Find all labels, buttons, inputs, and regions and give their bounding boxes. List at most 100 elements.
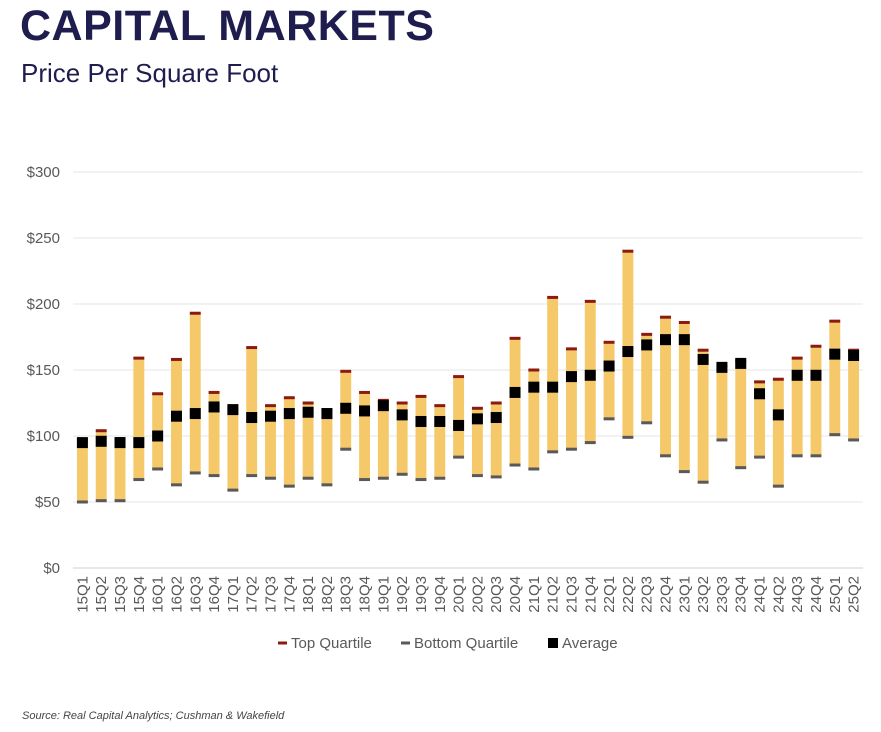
quartile-bar <box>810 346 822 456</box>
x-tick-label: 22Q4 <box>658 576 675 613</box>
top-quartile-marker <box>208 390 220 394</box>
x-tick-label: 15Q4 <box>131 576 148 613</box>
legend-average-swatch <box>548 638 558 648</box>
top-quartile-marker <box>565 347 577 351</box>
top-quartile-marker <box>810 344 822 348</box>
average-marker <box>415 415 427 427</box>
average-marker <box>471 413 483 425</box>
page-title: CAPITAL MARKETS <box>20 2 435 50</box>
x-tick-label: 22Q2 <box>620 576 637 613</box>
y-tick-label: $300 <box>27 164 60 181</box>
bottom-quartile-marker <box>697 480 709 484</box>
y-tick-label: $250 <box>27 230 60 247</box>
bottom-quartile-marker <box>152 467 164 471</box>
bottom-quartile-marker <box>716 438 728 442</box>
average-marker <box>584 369 596 381</box>
quartile-bar <box>265 405 276 479</box>
x-tick-label: 17Q3 <box>263 576 280 613</box>
x-tick-label: 18Q2 <box>319 576 336 613</box>
average-marker <box>152 430 164 442</box>
top-quartile-marker <box>246 346 258 350</box>
average-marker <box>434 415 446 427</box>
bottom-quartile-marker <box>189 471 201 475</box>
average-marker <box>509 386 521 398</box>
x-tick-label: 24Q4 <box>808 576 825 613</box>
quartile-bar <box>603 342 615 419</box>
x-tick-label: 21Q4 <box>582 576 599 613</box>
top-quartile-marker <box>490 401 502 405</box>
x-tick-label: 22Q3 <box>639 576 656 613</box>
top-quartile-marker <box>547 295 559 299</box>
top-quartile-marker <box>660 315 671 319</box>
x-tick-label: 19Q4 <box>432 576 449 613</box>
quartile-bar <box>716 366 728 440</box>
average-marker <box>208 401 220 413</box>
top-quartile-marker <box>641 332 653 336</box>
average-marker <box>396 409 408 421</box>
average-marker <box>565 371 577 383</box>
legend: Top Quartile Bottom Quartile Average <box>278 635 618 652</box>
quartile-bar <box>114 438 126 501</box>
x-tick-label: 19Q2 <box>394 576 411 613</box>
bottom-quartile-marker <box>509 463 521 467</box>
average-marker <box>321 408 333 420</box>
top-quartile-marker <box>509 336 521 340</box>
quartile-bar <box>697 350 709 483</box>
price-per-sf-chart: $0 $50 $100 $150 $200 $250 $300 15Q1 15Q2 15Q3 15… <box>27 164 863 652</box>
average-marker <box>170 410 182 422</box>
top-quartile-marker <box>340 369 352 373</box>
average-marker <box>848 349 860 361</box>
x-tick-label: 16Q1 <box>150 576 167 613</box>
bottom-quartile-marker <box>340 447 352 451</box>
x-axis-ticks: 15Q1 15Q2 15Q3 15Q4 16Q1 16Q2 16Q3 16Q4 17Q1 17Q2… <box>74 576 862 613</box>
average-marker <box>528 381 540 393</box>
average-marker <box>754 388 766 400</box>
top-quartile-marker <box>170 357 182 361</box>
bottom-quartile-marker <box>528 467 540 471</box>
average-marker <box>829 348 841 360</box>
quartile-bar <box>246 347 258 476</box>
x-tick-label: 15Q1 <box>74 576 91 613</box>
quartile-bars <box>76 251 860 502</box>
quartile-bar <box>660 317 671 456</box>
average-marker <box>265 410 276 422</box>
x-tick-label: 25Q1 <box>827 576 844 613</box>
bottom-quartile-marker <box>565 447 577 451</box>
bottom-quartile-marker <box>547 450 559 454</box>
quartile-bar <box>76 439 88 502</box>
bottom-quartile-marker <box>829 433 841 437</box>
x-tick-label: 16Q2 <box>168 576 185 613</box>
bottom-quartile-marker <box>754 455 766 459</box>
bottom-quartile-marker <box>377 476 389 480</box>
bottom-quartile-marker <box>434 476 446 480</box>
quartile-bar <box>848 350 860 440</box>
top-quartile-marker <box>754 380 766 384</box>
bottom-quartile-marker <box>95 499 107 503</box>
average-marker <box>76 437 88 449</box>
x-tick-label: 17Q1 <box>225 576 242 613</box>
quartile-bar <box>208 392 220 476</box>
quartile-bar <box>170 359 182 485</box>
top-quartile-marker <box>697 348 709 352</box>
bottom-quartile-marker <box>453 455 465 459</box>
bottom-quartile-marker <box>490 475 502 479</box>
bottom-quartile-marker <box>735 466 747 470</box>
top-quartile-marker <box>471 406 483 410</box>
average-marker <box>772 409 784 421</box>
quartile-bar <box>528 370 540 469</box>
bottom-quartile-marker <box>772 484 784 488</box>
x-tick-label: 17Q2 <box>244 576 261 613</box>
quartile-bar <box>189 313 201 473</box>
x-tick-label: 15Q2 <box>93 576 110 613</box>
bottom-quartile-marker <box>641 421 653 425</box>
x-tick-label: 23Q1 <box>676 576 693 613</box>
x-tick-label: 18Q1 <box>300 576 317 613</box>
x-tick-label: 18Q4 <box>357 576 374 613</box>
x-tick-label: 20Q2 <box>469 576 486 613</box>
top-quartile-marker <box>584 299 596 303</box>
x-tick-label: 20Q4 <box>507 576 524 613</box>
average-marker <box>490 412 502 424</box>
x-tick-label: 19Q3 <box>413 576 430 613</box>
quartile-bar <box>227 408 239 491</box>
average-marker <box>189 408 201 420</box>
